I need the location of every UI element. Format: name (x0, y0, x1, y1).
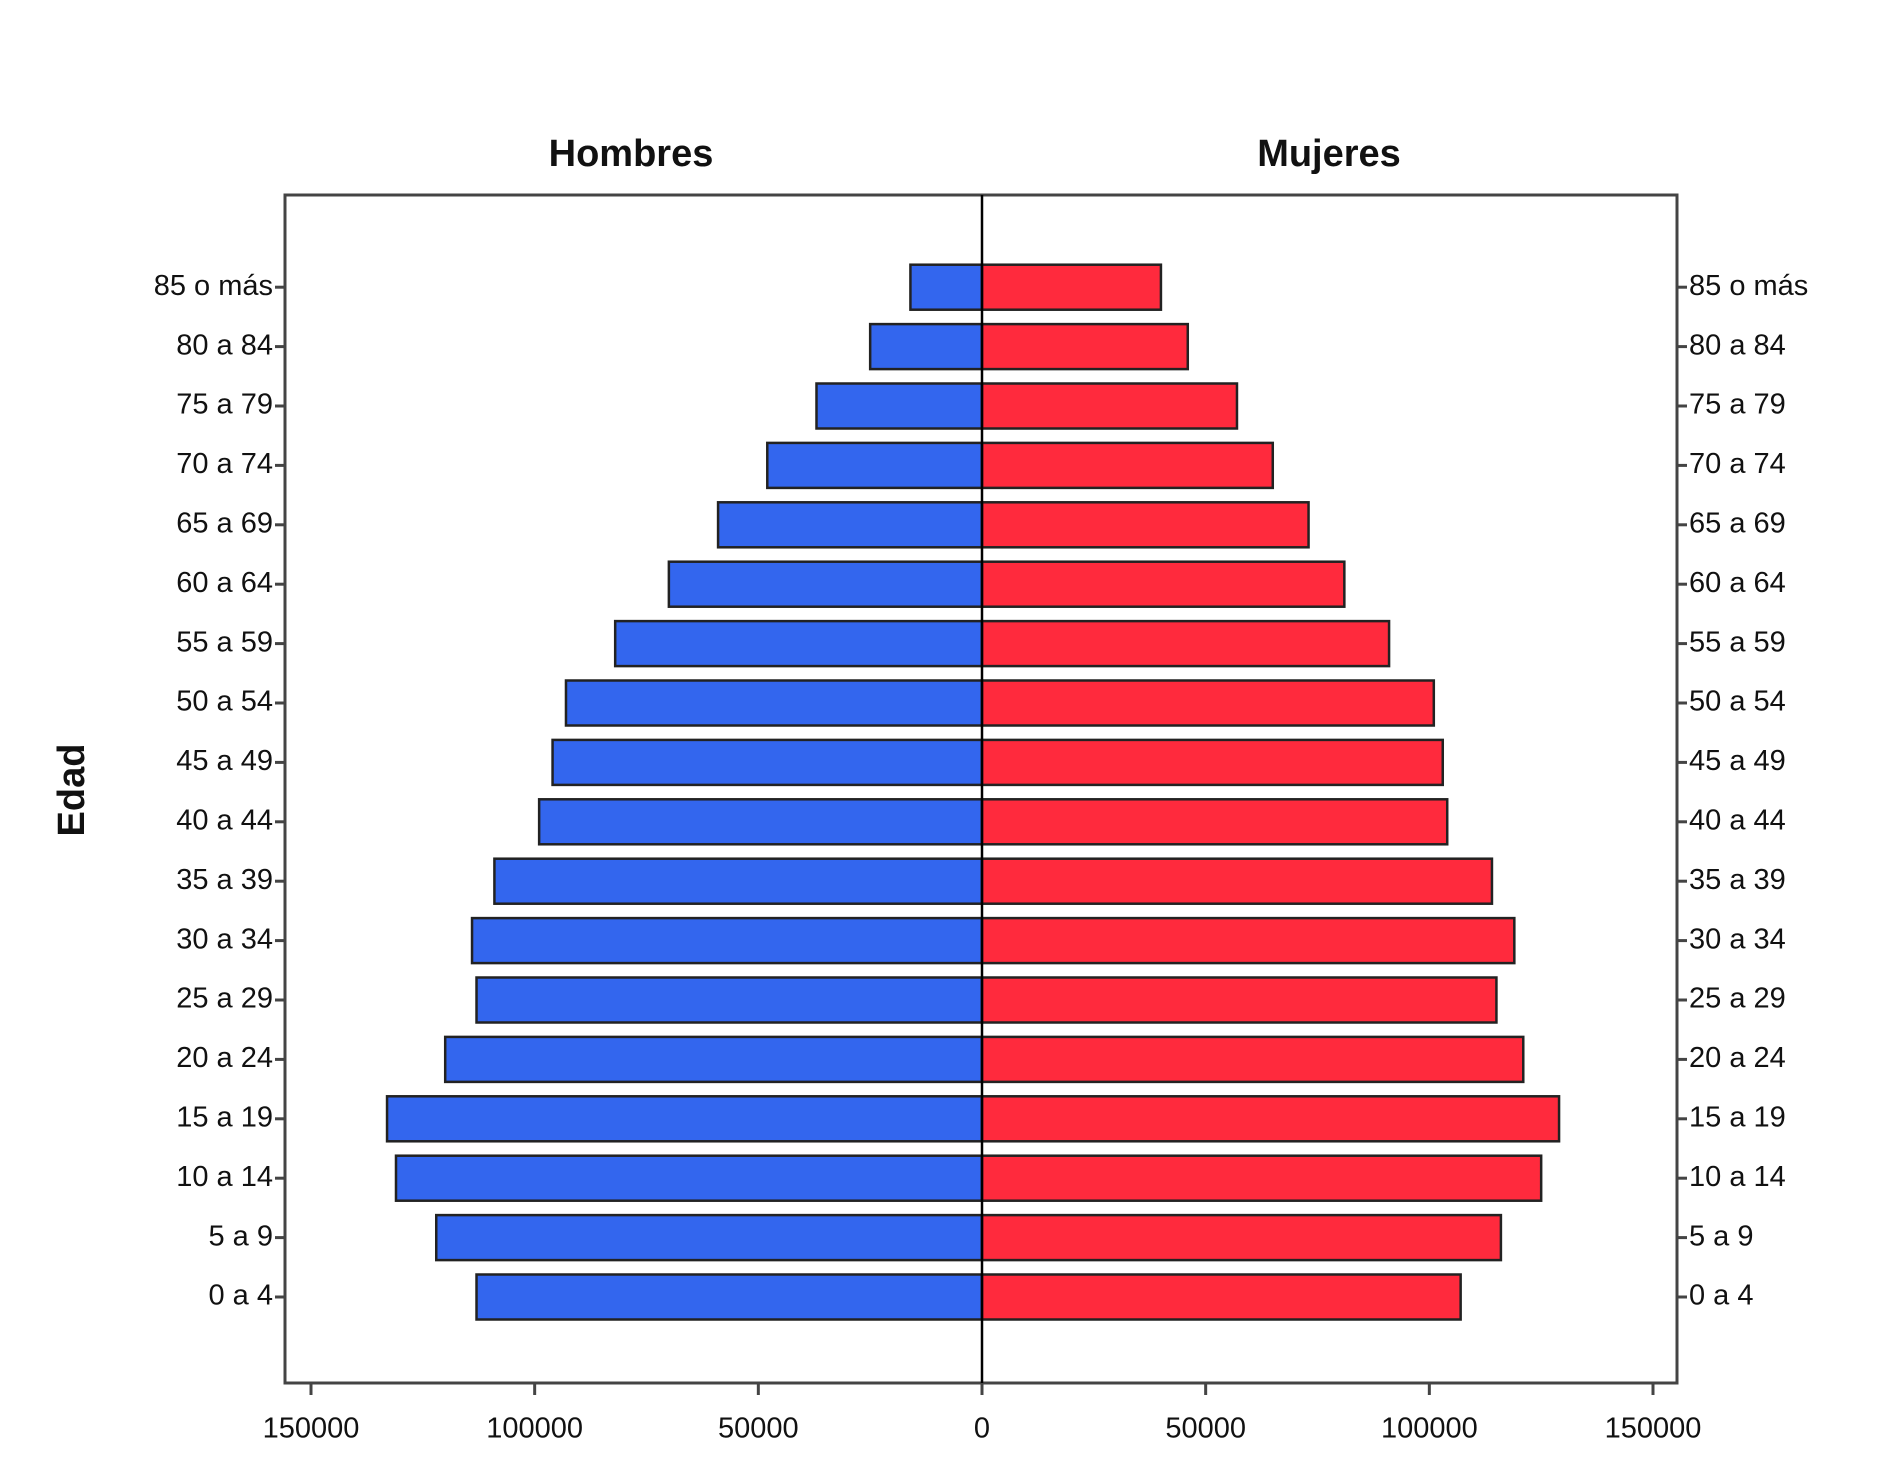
y-tick-label: 55 a 59 (1689, 626, 1786, 658)
y-tick-label: 5 a 9 (1689, 1220, 1754, 1252)
bar (980, 382, 1239, 430)
x-tick-label: 100000 (1381, 1413, 1478, 1445)
x-tick-label: 100000 (486, 1413, 583, 1445)
y-tick-label: 85 o más (154, 270, 273, 302)
panel-title: Hombres (549, 133, 714, 175)
bar (435, 1213, 984, 1262)
y-tick-label: 50 a 54 (1689, 686, 1786, 718)
bar (980, 322, 1190, 371)
y-tick-label: 25 a 29 (1689, 983, 1786, 1015)
bar (385, 1095, 984, 1143)
y-tick-label: 30 a 34 (176, 923, 273, 955)
y-tick-label: 60 a 64 (176, 567, 273, 599)
y-tick-label: 50 a 54 (176, 686, 273, 718)
y-tick-label: 45 a 49 (1689, 745, 1786, 777)
bar (470, 916, 984, 965)
y-tick-label: 25 a 29 (176, 983, 273, 1015)
y-tick-label: 65 a 69 (176, 507, 273, 539)
bar (980, 560, 1346, 608)
panel-title: Mujeres (1257, 133, 1401, 175)
bar (551, 738, 984, 787)
y-tick-label: 70 a 74 (1689, 448, 1786, 480)
y-tick-label: 45 a 49 (176, 745, 273, 777)
bar (980, 1095, 1561, 1143)
y-tick-label: 35 a 39 (176, 864, 273, 896)
bar (980, 1213, 1503, 1262)
y-tick-label: 80 a 84 (176, 329, 273, 361)
bar (980, 441, 1275, 490)
bar (443, 1035, 984, 1084)
y-tick-label: 0 a 4 (209, 1280, 274, 1312)
bar (980, 501, 1310, 549)
bar (980, 263, 1163, 311)
bar (980, 619, 1391, 668)
bar (613, 619, 984, 668)
y-tick-label: 40 a 44 (176, 804, 273, 836)
bar (815, 382, 984, 430)
x-tick-label: 50000 (718, 1413, 799, 1445)
y-tick-label: 65 a 69 (1689, 507, 1786, 539)
y-tick-label: 10 a 14 (1689, 1161, 1786, 1193)
bar (980, 1273, 1462, 1321)
y-axis-label: Edad (51, 744, 93, 837)
bar (980, 1035, 1525, 1084)
y-tick-label: 35 a 39 (1689, 864, 1786, 896)
y-tick-label: 75 a 79 (176, 389, 273, 421)
bar (980, 738, 1445, 787)
bar (980, 798, 1449, 846)
x-tick-label: 150000 (1605, 1413, 1702, 1445)
bar (475, 1273, 984, 1321)
y-tick-label: 20 a 24 (176, 1042, 273, 1074)
y-tick-label: 0 a 4 (1689, 1280, 1754, 1312)
y-tick-label: 10 a 14 (176, 1161, 273, 1193)
x-tick-label: 150000 (263, 1413, 360, 1445)
bar (564, 679, 984, 727)
bar (493, 857, 984, 905)
y-tick-label: 55 a 59 (176, 626, 273, 658)
bar (980, 679, 1436, 727)
bar (980, 1154, 1543, 1202)
bar (475, 976, 984, 1024)
bar (667, 560, 984, 608)
bar (766, 441, 984, 490)
bar (868, 322, 984, 371)
bar (716, 501, 984, 549)
y-tick-label: 40 a 44 (1689, 804, 1786, 836)
y-tick-label: 15 a 19 (176, 1101, 273, 1133)
bar (909, 263, 984, 311)
y-tick-label: 85 o más (1689, 270, 1808, 302)
y-tick-label: 15 a 19 (1689, 1101, 1786, 1133)
y-tick-label: 70 a 74 (176, 448, 273, 480)
x-tick-label: 0 (974, 1413, 990, 1445)
y-tick-label: 60 a 64 (1689, 567, 1786, 599)
y-tick-label: 5 a 9 (209, 1220, 274, 1252)
y-tick-label: 30 a 34 (1689, 923, 1786, 955)
bar (980, 976, 1498, 1024)
y-tick-label: 20 a 24 (1689, 1042, 1786, 1074)
y-tick-label: 75 a 79 (1689, 389, 1786, 421)
x-tick-label: 50000 (1165, 1413, 1246, 1445)
bar (980, 857, 1494, 905)
bar (537, 798, 984, 846)
bar (394, 1154, 984, 1202)
y-tick-label: 80 a 84 (1689, 329, 1786, 361)
bar (980, 916, 1516, 965)
